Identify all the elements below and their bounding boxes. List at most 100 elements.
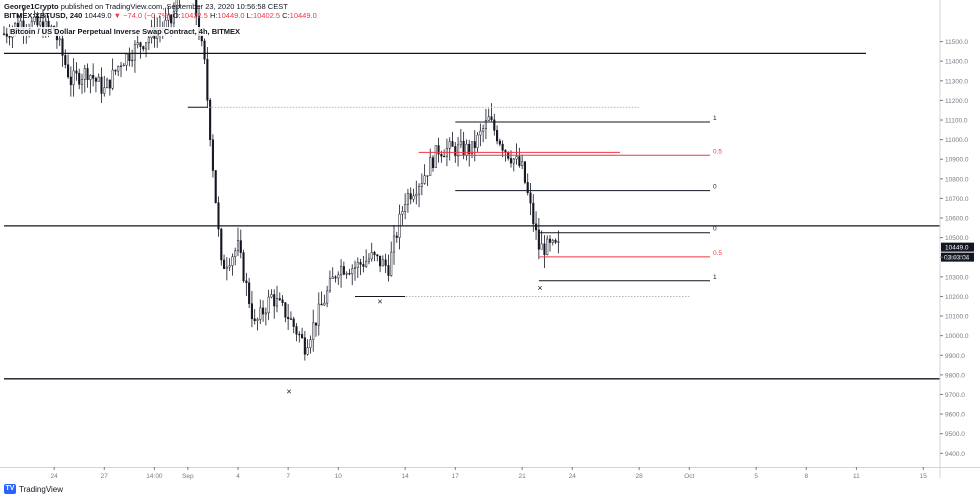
price-tick-label: 10900.0: [945, 157, 969, 164]
candle: [384, 253, 387, 274]
candle-down: [543, 243, 546, 255]
candle-up: [551, 239, 554, 243]
candle-up: [267, 296, 270, 314]
candle: [211, 134, 214, 178]
candle-down: [454, 146, 457, 157]
candle-down: [518, 156, 521, 166]
candle: [92, 63, 95, 87]
candle-down: [314, 322, 318, 326]
candle: [125, 52, 128, 71]
candle: [342, 261, 345, 276]
candle-down: [535, 223, 538, 231]
candle-down: [301, 334, 304, 338]
candle-up: [484, 120, 487, 129]
candle-up: [370, 252, 373, 260]
candle-down: [501, 143, 504, 151]
candle: [451, 131, 454, 147]
price-tick-label: 11000.0: [945, 137, 968, 144]
candle-down: [108, 79, 111, 89]
candle: [245, 272, 248, 296]
price-tick-label: 11100.0: [945, 118, 968, 125]
tradingview-logo-icon: TV: [4, 484, 16, 494]
candle: [356, 257, 359, 278]
candle-up: [225, 266, 228, 269]
price-tick-label: 10800.0: [945, 176, 969, 183]
candle-up: [33, 16, 36, 22]
candle: [250, 291, 253, 328]
candle: [493, 113, 496, 136]
candle: [248, 277, 251, 309]
price-tick-label: 10700.0: [945, 196, 969, 203]
candle-down: [496, 130, 499, 142]
candle: [326, 285, 329, 308]
time-axis: 24 27 14:00 Sep 4 7 10 14 17 21 24 28 Oct 5 8 11 15: [0, 467, 980, 480]
candle-up: [426, 175, 429, 177]
candle: [376, 253, 379, 262]
candle: [390, 241, 393, 277]
candle-up: [259, 307, 262, 320]
candle-up: [351, 268, 354, 275]
candle-down: [384, 259, 387, 266]
candle-up: [328, 278, 331, 292]
candle: [543, 235, 546, 269]
candle-up: [381, 259, 384, 267]
countdown-label: 03:03:04: [944, 255, 970, 262]
candle: [317, 292, 320, 336]
chart-legend: Bitcoin / US Dollar Perpetual Inverse Sw…: [8, 27, 243, 36]
candle: [482, 124, 485, 143]
candle-up: [434, 145, 437, 168]
candle: [521, 154, 524, 170]
candle-up: [309, 339, 312, 348]
candle: [387, 254, 390, 282]
candle: [523, 160, 526, 185]
time-tick-label: 5: [754, 473, 758, 480]
time-tick-label: 7: [286, 473, 290, 480]
candle-down: [92, 75, 95, 79]
candle: [337, 271, 340, 285]
candle: [367, 253, 370, 265]
candle-up: [356, 262, 359, 268]
ohlc-h-label: H:: [209, 11, 218, 20]
candle: [175, 0, 178, 19]
time-tick-label: 4: [236, 473, 240, 480]
candle-down: [211, 139, 214, 171]
candle: [312, 309, 315, 352]
fib-level-label: 0: [713, 226, 717, 233]
candle: [409, 187, 412, 205]
brand[interactable]: TV TradingView: [4, 484, 63, 494]
candle-down: [554, 239, 557, 243]
candle: [231, 253, 234, 276]
candle-up: [133, 44, 136, 61]
candle-down: [69, 76, 72, 86]
candle-up: [482, 128, 485, 132]
candle-up: [175, 0, 178, 12]
candle-up: [117, 66, 120, 72]
candle: [179, 0, 180, 8]
candle: [496, 125, 499, 145]
candle-up: [457, 144, 460, 157]
author-name[interactable]: George1Crypto: [4, 2, 59, 11]
candle-down: [376, 254, 379, 257]
candle-down: [295, 326, 298, 335]
candle: [431, 155, 435, 172]
candle: [498, 138, 501, 147]
candle-up: [353, 267, 357, 269]
candle-down: [220, 228, 223, 261]
candle-up: [72, 70, 75, 86]
candle: [323, 294, 326, 306]
candle: [301, 327, 304, 339]
candle-up: [401, 211, 404, 215]
candle-down: [359, 262, 362, 265]
candle: [133, 40, 136, 73]
candle: [334, 275, 337, 283]
candle-down: [142, 46, 145, 50]
candle-down: [348, 273, 351, 275]
candle-down: [529, 192, 532, 204]
candle-up: [131, 59, 134, 62]
last-price-label: 10449.0: [945, 245, 969, 252]
candle: [128, 47, 131, 67]
candle-down: [284, 302, 287, 318]
candle-down: [362, 264, 365, 267]
candle-up: [345, 273, 348, 275]
